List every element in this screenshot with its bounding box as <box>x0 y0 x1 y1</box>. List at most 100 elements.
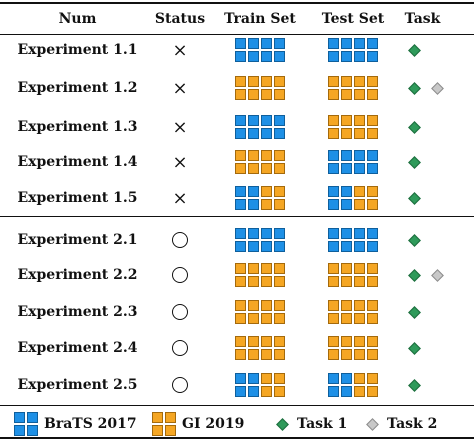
task1-diamond-icon <box>408 191 421 205</box>
gi-square <box>341 336 352 347</box>
brats-square <box>367 163 378 174</box>
cross-icon: × <box>172 39 188 61</box>
gi-square <box>354 336 365 347</box>
circle-icon <box>172 267 188 283</box>
row-train-set <box>220 263 300 287</box>
gi-square <box>235 300 246 311</box>
brats-square <box>274 115 285 126</box>
task1-diamond-icon <box>408 378 421 392</box>
row-name: Experiment 1.2 <box>17 80 138 96</box>
row-test-set-grid <box>328 300 378 324</box>
task1-diamond-icon <box>408 81 421 95</box>
legend: BraTS 2017 GI 2019 Task 1 Task 2 <box>0 410 474 438</box>
brats-square <box>274 128 285 139</box>
row-test-set-grid <box>328 263 378 287</box>
gi-square <box>235 163 246 174</box>
circle-icon <box>172 232 188 248</box>
brats-square <box>341 199 352 210</box>
brats-square <box>328 186 339 197</box>
header-status: Status <box>154 11 206 27</box>
row-train-set-grid <box>235 373 285 397</box>
row-test-set <box>313 150 393 174</box>
brats-square <box>328 163 339 174</box>
brats-square <box>248 38 259 49</box>
task1-diamond-icon <box>408 120 421 134</box>
gi-square <box>341 313 352 324</box>
task1-diamond-icon <box>408 305 421 319</box>
brats-square <box>341 373 352 384</box>
gi-square <box>354 199 365 210</box>
row-tasks <box>400 263 450 287</box>
gi-square <box>274 313 285 324</box>
gi-square <box>235 276 246 287</box>
gi-square <box>367 336 378 347</box>
row-status <box>145 300 215 324</box>
legend-gi: GI 2019 <box>152 410 244 438</box>
gi-square <box>354 276 365 287</box>
row-train-set <box>220 38 300 62</box>
brats-square <box>235 51 246 62</box>
row-test-set <box>313 336 393 360</box>
task2-diamond-icon <box>431 81 444 95</box>
row-test-set-grid <box>328 373 378 397</box>
task1-diamond-icon <box>408 268 421 282</box>
brats-square <box>248 241 259 252</box>
gi-square <box>354 186 365 197</box>
brats-square <box>261 241 272 252</box>
top-rule <box>0 2 474 4</box>
gi-square <box>328 300 339 311</box>
row-train-set-grid <box>235 336 285 360</box>
brats-square <box>367 150 378 161</box>
brats-square <box>248 128 259 139</box>
gi-square <box>367 276 378 287</box>
brats-square <box>235 373 246 384</box>
brats-square <box>274 38 285 49</box>
brats-square <box>235 199 246 210</box>
brats-square <box>328 51 339 62</box>
row-tasks <box>400 228 450 252</box>
gi-square <box>274 89 285 100</box>
gi-square <box>261 336 272 347</box>
gi-square <box>341 263 352 274</box>
gi-square <box>274 386 285 397</box>
gi-square <box>367 128 378 139</box>
task1-diamond-icon <box>408 43 421 57</box>
gi-square <box>274 300 285 311</box>
gi-square <box>235 349 246 360</box>
cross-icon: × <box>172 77 188 99</box>
gi-square <box>341 128 352 139</box>
row-test-set <box>313 38 393 62</box>
gi-square <box>248 76 259 87</box>
row-test-set <box>313 186 393 210</box>
gi-square <box>261 150 272 161</box>
gi-square <box>354 128 365 139</box>
brats-square <box>248 373 259 384</box>
gi-square <box>367 349 378 360</box>
row-test-set <box>313 263 393 287</box>
legend-brats-label: BraTS 2017 <box>44 416 137 432</box>
gi-square <box>367 186 378 197</box>
gi-square <box>354 386 365 397</box>
gi-square <box>248 150 259 161</box>
gi-square <box>367 89 378 100</box>
task1-diamond-icon <box>276 417 289 431</box>
gi-square <box>328 349 339 360</box>
brats-square <box>328 241 339 252</box>
task2-diamond-icon <box>431 268 444 282</box>
row-train-set-grid <box>235 76 285 100</box>
gi-square <box>354 300 365 311</box>
gi-square <box>274 199 285 210</box>
row-train-set-grid <box>235 228 285 252</box>
row-tasks <box>400 373 450 397</box>
row-status <box>145 336 215 360</box>
task1-diamond-icon <box>408 233 421 247</box>
gi-square <box>248 300 259 311</box>
gi-square <box>248 163 259 174</box>
gi-square <box>367 373 378 384</box>
row-train-set-grid <box>235 38 285 62</box>
brats-square <box>341 228 352 239</box>
gi-square <box>274 163 285 174</box>
gi-square <box>261 89 272 100</box>
brats-square <box>328 38 339 49</box>
brats-square <box>328 386 339 397</box>
